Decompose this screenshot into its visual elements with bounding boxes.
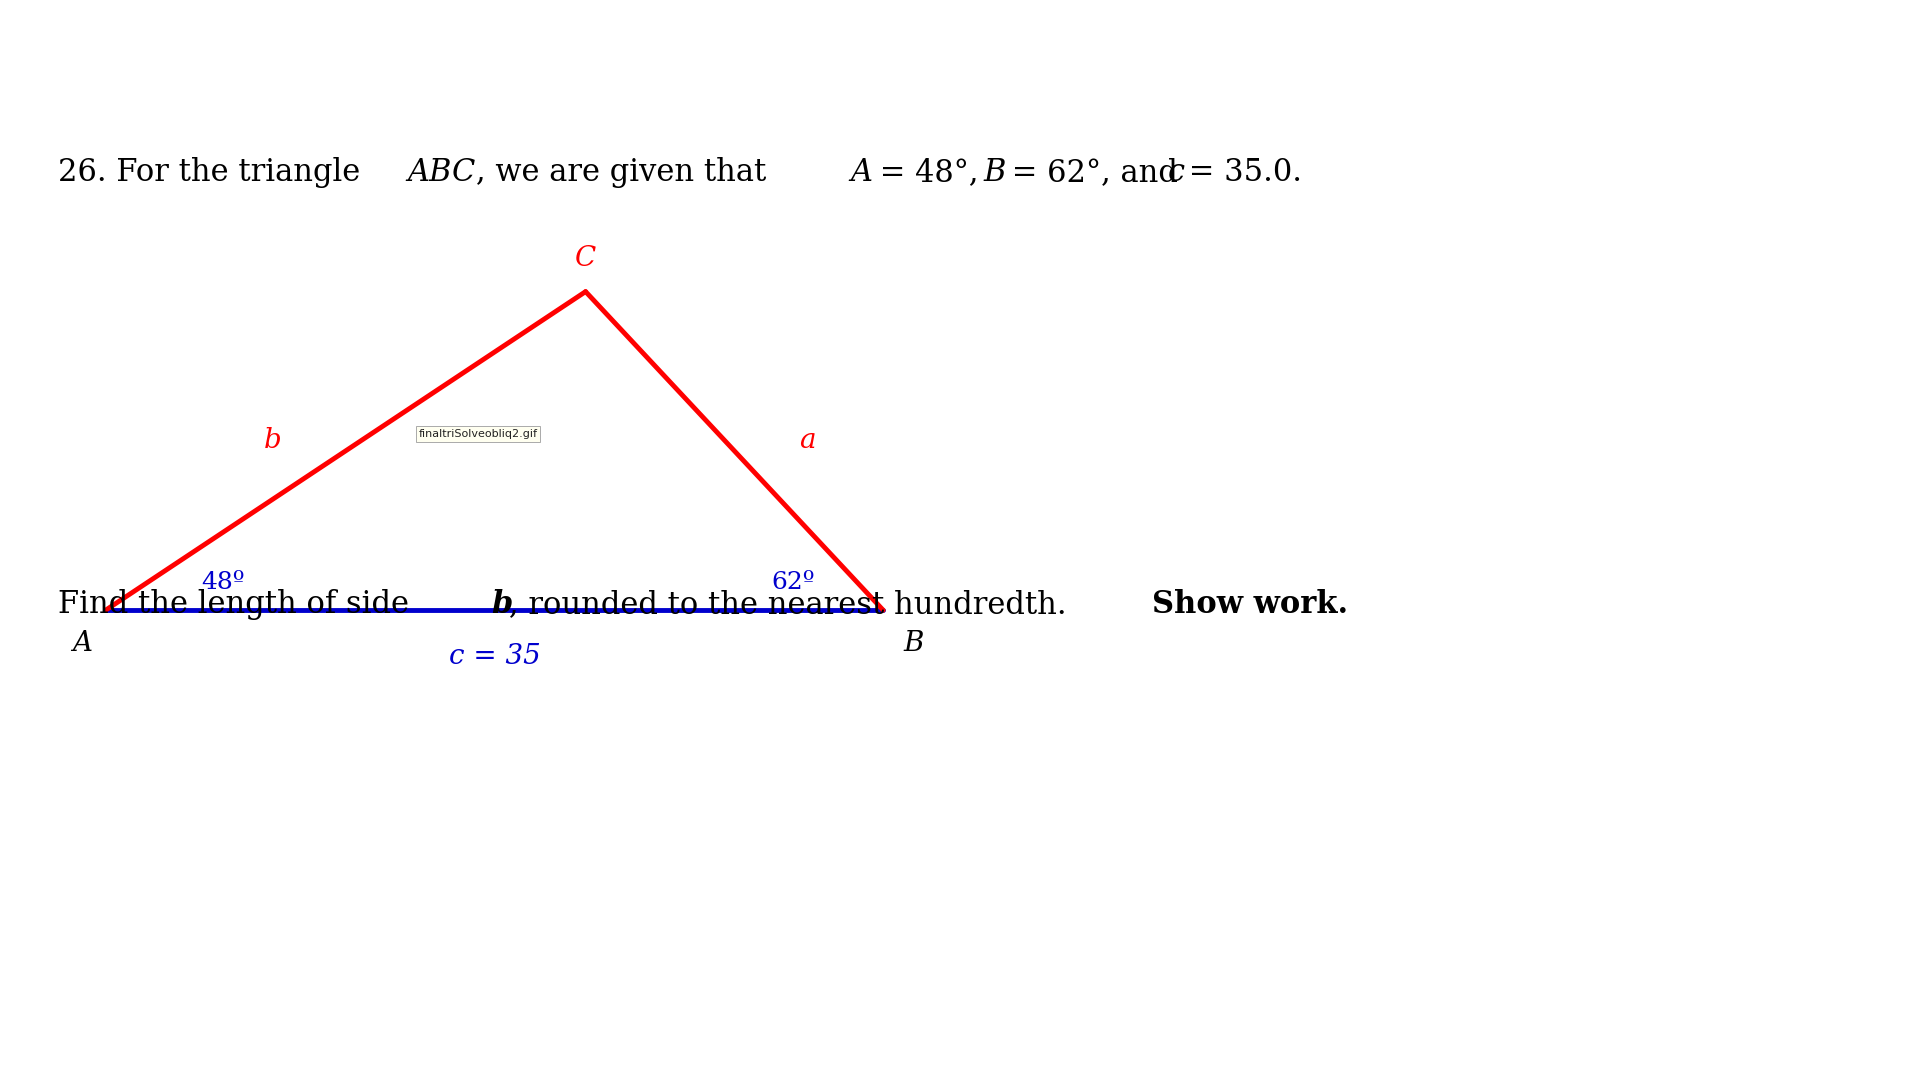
Text: c: c [1167,158,1185,188]
Text: finaltriSolveobliq2.gif: finaltriSolveobliq2.gif [419,429,538,440]
Text: A: A [73,630,92,657]
Text: B: B [904,630,924,657]
Text: Show work.: Show work. [1152,590,1348,620]
Text: B: B [983,158,1006,188]
Text: b: b [263,427,282,454]
Text: = 62°, and: = 62°, and [1002,158,1188,188]
Text: = 35.0.: = 35.0. [1179,158,1302,188]
Text: , we are given that: , we are given that [476,158,776,188]
Text: b: b [492,590,513,620]
Text: 48º: 48º [202,571,246,594]
Text: 26. For the triangle: 26. For the triangle [58,158,369,188]
Text: , rounded to the nearest hundredth.: , rounded to the nearest hundredth. [509,590,1077,620]
Text: Find the length of side: Find the length of side [58,590,419,620]
Text: 62º: 62º [772,571,816,594]
Text: C: C [574,245,597,272]
Text: = 48°,: = 48°, [870,158,989,188]
Text: ABC: ABC [407,158,476,188]
Text: a: a [799,427,816,454]
Text: A: A [851,158,872,188]
Text: c = 35: c = 35 [449,643,540,670]
